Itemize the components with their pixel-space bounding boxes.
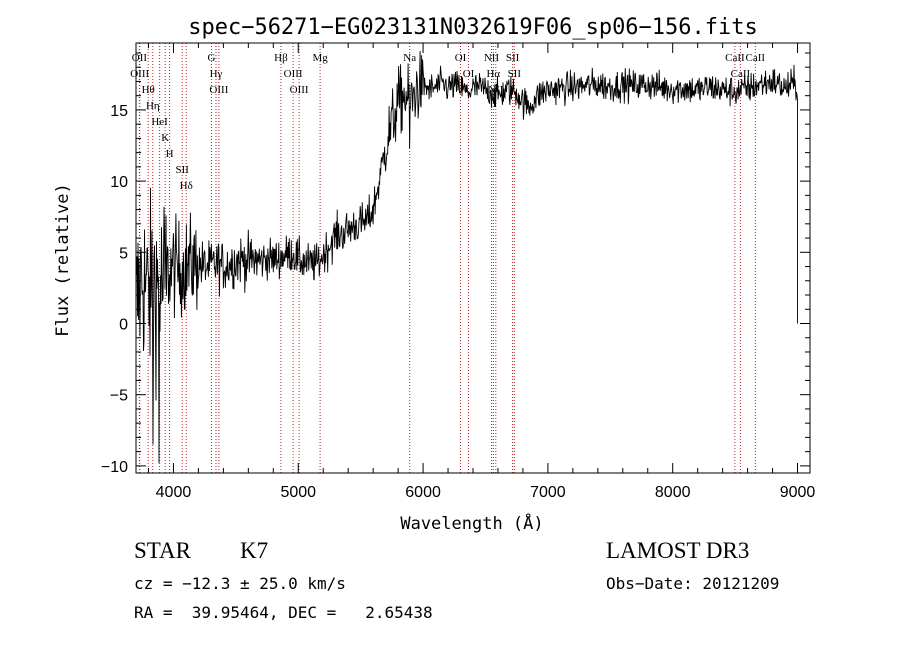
y-tick-label: 0 (119, 316, 128, 333)
spectral-line-label: K (161, 132, 169, 144)
spectral-line-label: NII (484, 52, 500, 64)
obs-date-line: Obs−Date: 20121209 (606, 574, 780, 593)
spectral-line-label: NII (488, 84, 504, 96)
spectral-line-label: Hδ (180, 180, 193, 192)
spectral-line-label: OIII (290, 84, 309, 96)
spectral-line-label: G (208, 52, 216, 64)
x-axis-label: Wavelength (Å) (400, 512, 543, 534)
chart-title: spec−56271−EG023131N032619F06_sp06−156.f… (188, 15, 758, 40)
y-tick-label: 10 (110, 174, 128, 191)
spectral-line-label: OIII (209, 84, 228, 96)
spectral-line-label: Hθ (142, 84, 155, 96)
flux-series-line (135, 50, 798, 464)
spectral-line-label: OII (132, 52, 148, 64)
y-tick-label: −10 (101, 459, 128, 476)
spectral-line-label: OI (463, 68, 475, 80)
x-tick-label: 5000 (280, 484, 316, 501)
spectral-line-label: Hγ (210, 68, 223, 80)
spectral-line-label: H (166, 148, 174, 160)
spectral-line-label: SII (175, 164, 189, 176)
redshift-line: cz = −12.3 ± 25.0 km/s (134, 574, 346, 593)
object-class: STAR (134, 538, 191, 563)
spectral-line-label: HeI (151, 116, 168, 128)
spectral-line-label: CaII (731, 68, 751, 80)
y-axis-label: Flux (relative) (53, 183, 73, 337)
spectral-line-label: SII (508, 68, 522, 80)
spectral-line-label: Na (403, 52, 416, 64)
y-tick-label: −5 (110, 388, 128, 405)
spectral-line-label: OIII (284, 68, 303, 80)
spectral-line-label: OI (455, 52, 467, 64)
spectral-line-label: OIII (130, 68, 149, 80)
survey-name: LAMOST DR3 (606, 538, 750, 563)
spectral-line-label: SII (506, 52, 520, 64)
y-tick-label: 15 (110, 103, 128, 120)
spectral-line-label: Hβ (274, 52, 288, 64)
object-subclass: K7 (240, 538, 269, 563)
spectral-line-label: Hα (486, 68, 500, 80)
spectral-line-label: Mg (312, 52, 328, 64)
coordinates-line: RA = 39.95464, DEC = 2.65438 (134, 603, 433, 622)
x-tick-label: 8000 (655, 484, 691, 501)
x-tick-label: 9000 (780, 484, 816, 501)
spectral-line-label: Hη (146, 100, 160, 112)
x-tick-label: 7000 (530, 484, 566, 501)
x-tick-label: 4000 (156, 484, 192, 501)
spectral-line-label: CaII (746, 52, 766, 64)
y-tick-label: 5 (119, 245, 128, 262)
spectral-line-label: CaII (725, 52, 745, 64)
x-tick-label: 6000 (405, 484, 441, 501)
